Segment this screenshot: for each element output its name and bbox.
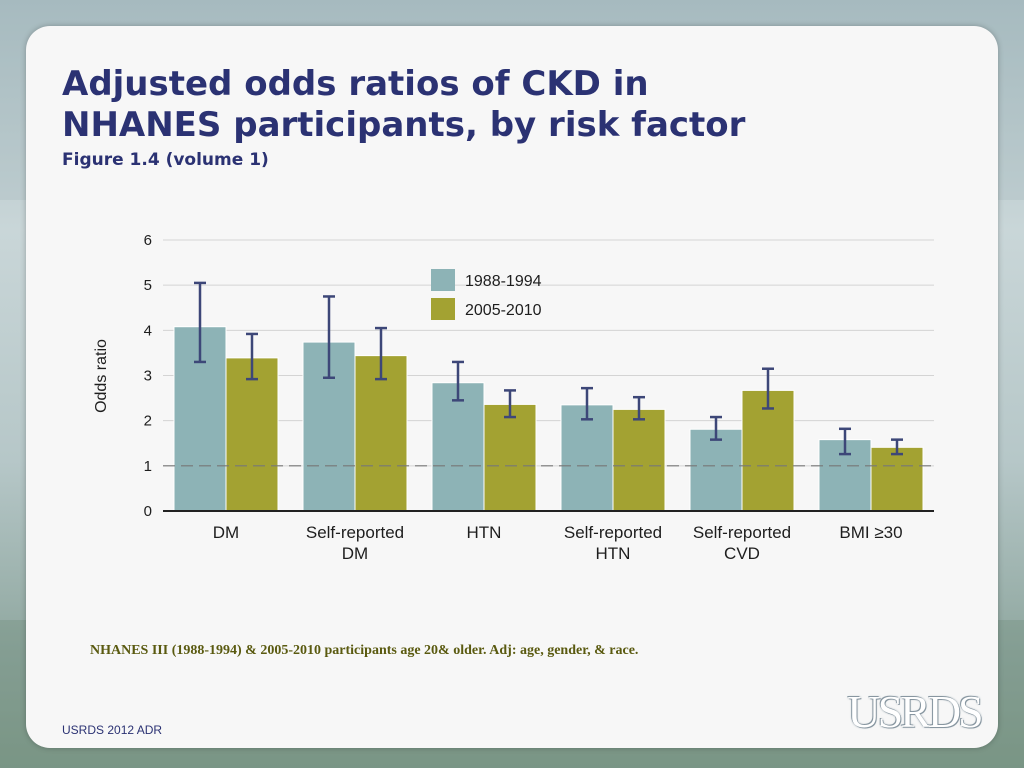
x-category-label: CVD: [724, 544, 760, 563]
y-tick-label: 1: [144, 458, 152, 475]
x-category-label: HTN: [467, 523, 502, 542]
source-label: USRDS 2012 ADR: [62, 723, 163, 737]
bar-early: [431, 382, 485, 512]
x-category-label: DM: [213, 523, 239, 542]
y-tick-label: 0: [144, 503, 152, 520]
x-category-label: BMI ≥30: [839, 523, 902, 542]
chart-footnote: NHANES III (1988-1994) & 2005-2010 parti…: [90, 643, 639, 658]
slide-title: Adjusted odds ratios of CKD in NHANES pa…: [62, 64, 862, 146]
bar-early: [689, 428, 743, 512]
x-category-label: HTN: [596, 544, 631, 563]
slide-subtitle: Figure 1.4 (volume 1): [62, 150, 269, 170]
bar-late: [483, 403, 537, 512]
y-tick-label: 3: [144, 368, 152, 385]
slide-title-line1: Adjusted odds ratios of CKD in: [62, 64, 649, 104]
bar-early: [560, 404, 614, 512]
y-tick-label: 4: [144, 322, 152, 339]
bar-late: [612, 408, 666, 512]
y-tick-label: 2: [144, 413, 152, 430]
bar-late: [870, 446, 924, 512]
x-category-label: Self-reported: [564, 523, 662, 542]
legend-swatch: [431, 298, 455, 320]
odds-ratio-bar-chart: 0 1 2 3 4 5 6 Odds ratio DM Self-reported DM HTN Sel…: [93, 232, 934, 563]
x-category-label: Self-reported: [306, 523, 404, 542]
x-category-label: Self-reported: [693, 523, 791, 542]
y-tick-label: 6: [144, 232, 152, 249]
y-axis-label: Odds ratio: [93, 339, 110, 413]
legend-swatch: [431, 269, 455, 291]
usrds-logo: USRDS: [847, 686, 983, 737]
slide-title-line2: NHANES participants, by risk factor: [62, 105, 746, 145]
legend-label: 2005-2010: [465, 302, 542, 319]
bar-late: [225, 357, 279, 512]
legend-label: 1988-1994: [465, 273, 542, 290]
bar-late: [354, 355, 408, 512]
bar-late: [741, 389, 795, 512]
x-category-label: DM: [342, 544, 368, 563]
y-tick-label: 5: [144, 277, 152, 294]
